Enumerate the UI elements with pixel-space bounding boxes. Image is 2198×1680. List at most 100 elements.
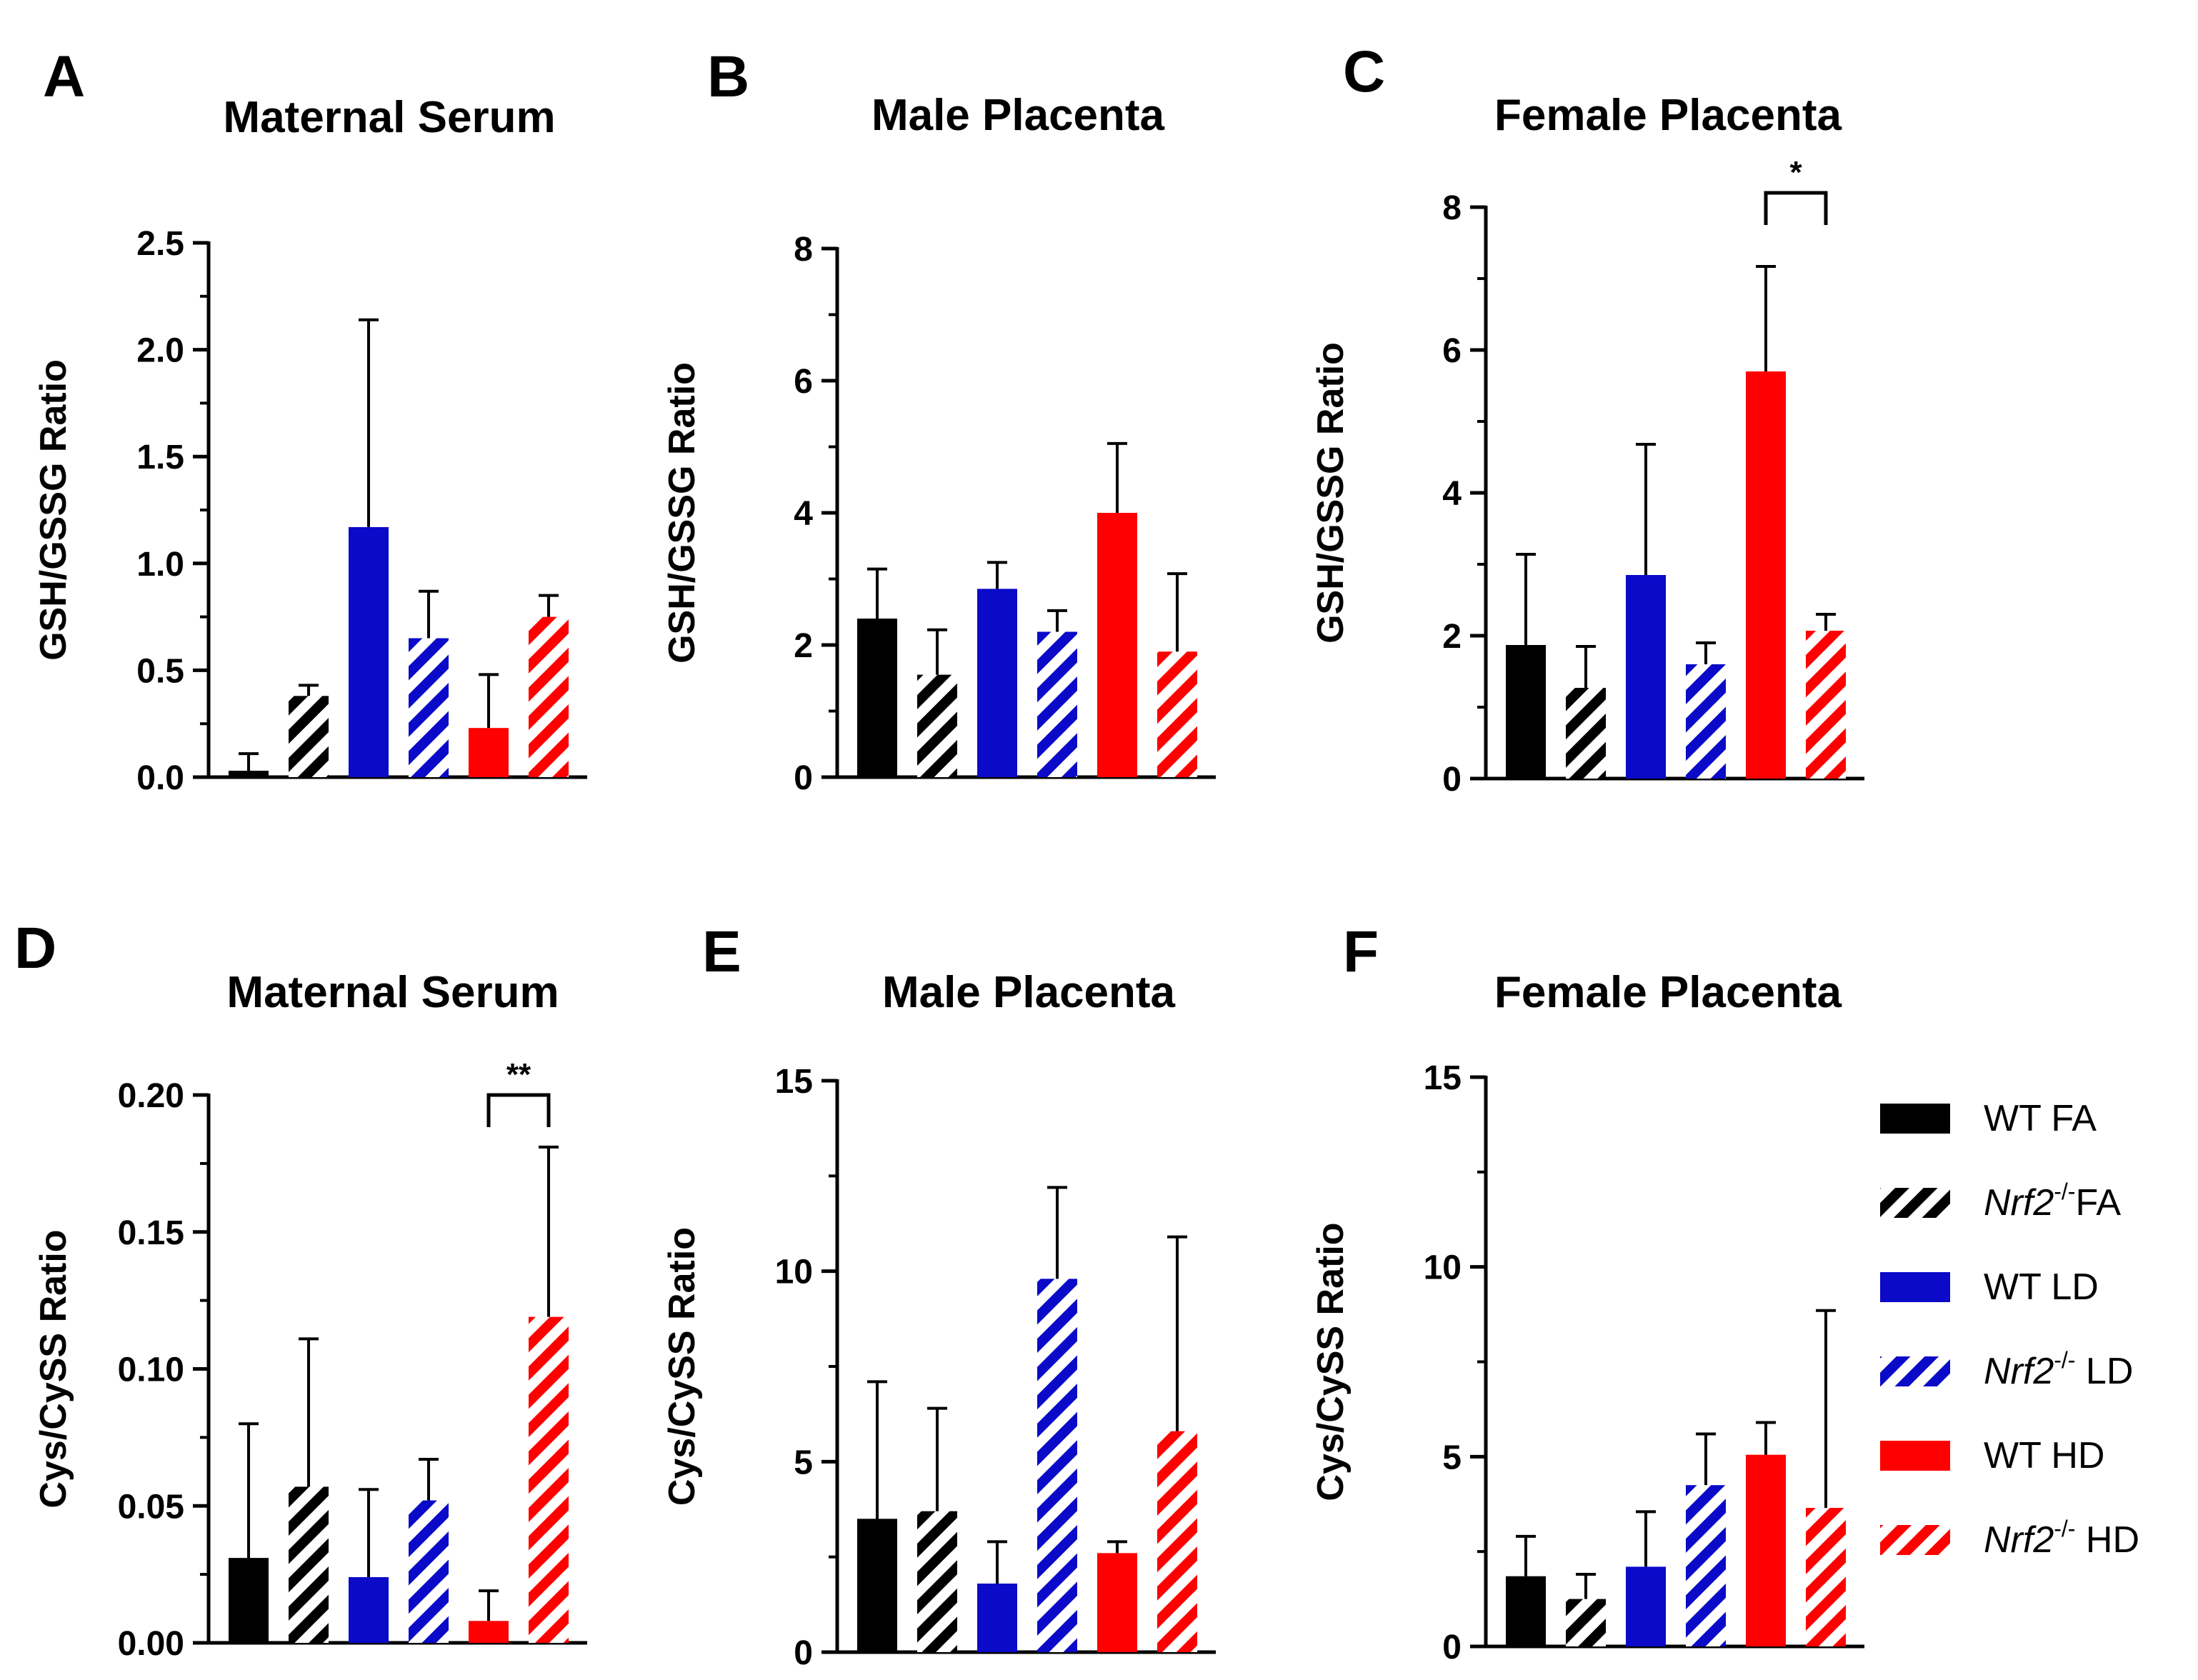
y-tick-label: 2	[794, 627, 813, 665]
panel-letter: C	[1343, 39, 1385, 104]
bar-b-6	[1157, 651, 1197, 777]
bar-e-3	[977, 1584, 1017, 1652]
bar-e-6	[1157, 1431, 1197, 1652]
y-tick-label: 0	[1442, 761, 1462, 799]
bar-f-4	[1686, 1485, 1726, 1646]
bar-b-2	[917, 674, 957, 777]
legend-swatch	[1880, 1272, 1950, 1302]
bar-c-2	[1566, 688, 1606, 779]
bar-b-1	[857, 619, 897, 777]
significance-label: *	[1789, 155, 1802, 190]
bar-f-1	[1506, 1576, 1546, 1646]
bar-c-5	[1746, 371, 1786, 779]
y-tick-label: 1.0	[136, 546, 184, 584]
y-tick-label: 0.0	[136, 759, 184, 797]
y-tick-label: 10	[775, 1254, 813, 1291]
panel-letter: B	[707, 44, 749, 109]
bar-e-4	[1037, 1279, 1077, 1652]
bar-d-5	[469, 1621, 509, 1643]
legend-label: WT HD	[1984, 1435, 2104, 1476]
bar-d-6	[529, 1316, 569, 1643]
bar-a-2	[289, 696, 329, 777]
y-tick-label: 0	[794, 759, 813, 797]
y-tick-label: 5	[1442, 1439, 1462, 1476]
legend-item-3: WT LD	[1880, 1266, 2099, 1308]
panel-letter: D	[14, 916, 56, 981]
y-axis-label: Cys/CySS Ratio	[33, 1229, 74, 1508]
bar-f-3	[1626, 1566, 1666, 1646]
bar-a-1	[229, 771, 269, 777]
bar-a-4	[409, 638, 449, 777]
panel-title: Maternal Serum	[226, 968, 559, 1017]
bar-a-5	[469, 728, 509, 777]
panel-e: E Male Placenta 0 5 10 15 Cys/CySS Ratio	[661, 919, 1216, 1672]
panel-d: D Maternal Serum 0.00 0.05 0.10 0.15 0.20 Cys/C…	[14, 916, 587, 1663]
panel-letter: E	[702, 919, 741, 984]
y-tick-label: 6	[794, 363, 813, 401]
bar-c-3	[1626, 575, 1666, 779]
panel-title: Female Placenta	[1494, 91, 1842, 140]
panel-letter: F	[1343, 919, 1379, 984]
legend-swatch	[1880, 1441, 1950, 1471]
legend-swatch	[1880, 1104, 1950, 1134]
panel-c: C Female Placenta 0 2 4 6 8 GSH/GSSG Ratio *	[1310, 39, 1864, 799]
legend-label: Nrf2-/-FA	[1984, 1179, 2121, 1224]
bar-f-6	[1806, 1508, 1846, 1646]
y-tick-label: 5	[794, 1444, 813, 1481]
legend-swatch	[1880, 1188, 1950, 1218]
y-tick-label: 0.00	[118, 1625, 184, 1663]
bar-e-2	[917, 1511, 957, 1652]
bar-b-3	[977, 589, 1017, 777]
significance-bracket	[1764, 191, 1828, 225]
y-tick-label: 6	[1442, 332, 1462, 370]
bar-e-5	[1097, 1553, 1137, 1652]
legend-swatch	[1880, 1525, 1950, 1555]
panel-b: B Male Placenta 0 2 4 6 8 GSH/GSSG Ratio	[661, 44, 1216, 797]
bar-e-1	[857, 1519, 897, 1652]
bar-d-1	[229, 1558, 269, 1643]
legend-item-4: Nrf2-/- LD	[1880, 1347, 2133, 1392]
significance-label: **	[506, 1057, 531, 1092]
y-tick-label: 8	[1442, 189, 1462, 227]
bar-d-3	[349, 1576, 389, 1643]
y-axis-label: Cys/CySS Ratio	[661, 1227, 703, 1506]
y-tick-label: 0.15	[118, 1214, 184, 1252]
y-tick-label: 0.10	[118, 1351, 184, 1389]
y-axis-label: GSH/GSSG Ratio	[33, 359, 74, 661]
bar-c-1	[1506, 645, 1546, 779]
y-axis-label: GSH/GSSG Ratio	[1310, 342, 1352, 644]
panel-title: Male Placenta	[882, 968, 1176, 1017]
y-tick-label: 2.5	[136, 225, 184, 263]
y-axis-label: GSH/GSSG Ratio	[661, 362, 703, 664]
panels: A Maternal Serum 0.0 0.5 1.0 1.5 2.0 2.5 GSH/GSS…	[14, 39, 1864, 1672]
y-tick-label: 2.0	[136, 332, 184, 370]
panel-f: F Female Placenta 0 5 10 15 Cys/CySS Ratio	[1310, 919, 1864, 1666]
legend-item-1: WT FA	[1880, 1098, 2097, 1139]
panel-letter: A	[43, 44, 85, 109]
legend-item-2: Nrf2-/-FA	[1880, 1179, 2121, 1224]
bar-b-4	[1037, 631, 1077, 777]
bar-f-2	[1566, 1599, 1606, 1646]
bar-b-5	[1097, 513, 1137, 777]
bar-c-6	[1806, 631, 1846, 779]
y-tick-label: 15	[1424, 1059, 1462, 1097]
legend-label: Nrf2-/- LD	[1984, 1347, 2133, 1392]
y-axis-label: Cys/CySS Ratio	[1310, 1222, 1352, 1501]
bar-a-3	[349, 526, 389, 777]
legend-item-5: WT HD	[1880, 1435, 2104, 1476]
y-tick-label: 10	[1424, 1249, 1462, 1287]
panel-title: Male Placenta	[871, 91, 1165, 140]
y-tick-label: 4	[1442, 475, 1462, 513]
y-tick-label: 1.5	[136, 439, 184, 476]
y-tick-label: 0	[1442, 1629, 1462, 1666]
y-tick-label: 0.05	[118, 1488, 184, 1526]
panel-title: Maternal Serum	[223, 93, 555, 142]
bar-d-4	[409, 1500, 449, 1643]
significance-bracket	[486, 1093, 551, 1127]
y-tick-label: 15	[775, 1063, 813, 1101]
panel-a: A Maternal Serum 0.0 0.5 1.0 1.5 2.0 2.5 GSH/GSS…	[33, 44, 587, 797]
legend: WT FA Nrf2-/-FA WT LD Nrf2-/- LD WT HD Nrf2-/…	[1880, 1098, 2139, 1561]
y-tick-label: 0.20	[118, 1077, 184, 1115]
bar-f-5	[1746, 1454, 1786, 1646]
